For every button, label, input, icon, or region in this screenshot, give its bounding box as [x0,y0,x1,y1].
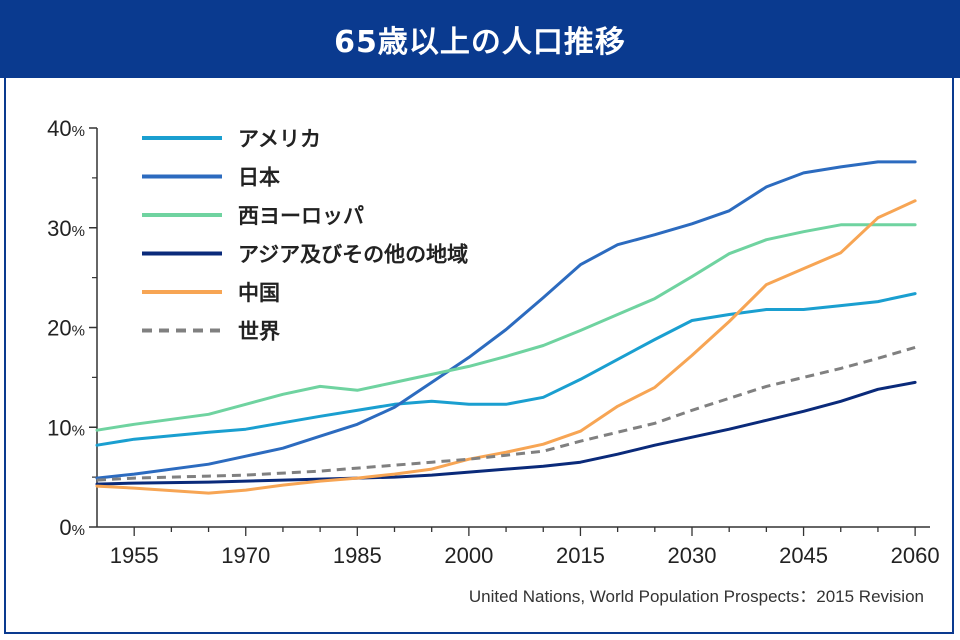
series-line-5 [95,199,917,495]
y-tick-label: 0% [59,515,85,540]
series-line-1 [95,292,917,447]
x-tick-label: 1970 [221,543,270,568]
source-note: United Nations, World Population Prospec… [468,587,924,606]
legend-label-1: アメリカ [238,127,321,151]
legend-label-3: 西ヨーロッパ [238,204,364,228]
x-tick-label: 1955 [110,543,159,568]
series-line-6 [96,345,916,482]
legend-label-5: 中国 [238,281,280,305]
series-line-4 [95,380,917,486]
y-tick-label: 10% [47,415,85,440]
x-tick-label: 2030 [668,543,717,568]
series-line-3 [95,223,917,432]
y-tick-label: 40% [47,116,85,141]
series-line-2 [95,160,917,480]
y-tick-label: 30% [47,216,85,241]
chart-title: 65歳以上の人口推移 [334,25,626,60]
x-tick-label: 1985 [333,543,382,568]
chart-panel [4,78,954,634]
chart-axes: 0% 10% 20% 30% 40% 1955 1970 1985 2000 2015 2030 20… [47,116,939,568]
legend-label-6: 世界 [238,320,280,344]
x-tick-label: 2015 [556,543,605,568]
chart-header: 65歳以上の人口推移 [0,0,960,78]
x-tick-label: 2060 [891,543,940,568]
x-tick-label: 2000 [444,543,493,568]
y-tick-label: 20% [47,316,85,341]
series-layer [95,160,917,495]
x-tick-label: 2045 [779,543,828,568]
legend-label-4: アジア及びその他の地域 [238,243,468,267]
legend-label-2: 日本 [238,166,280,190]
